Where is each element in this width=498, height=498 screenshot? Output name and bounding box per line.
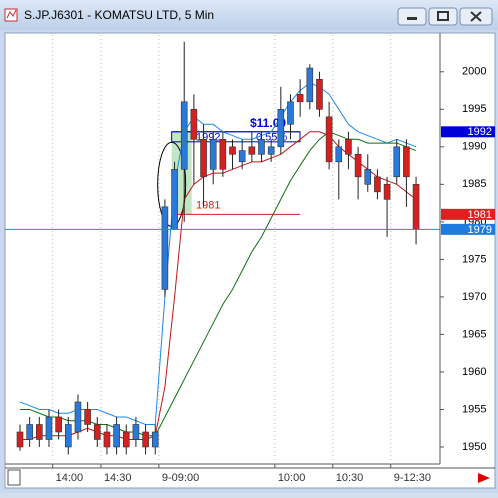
close-icon (470, 11, 482, 22)
candle-body (393, 146, 401, 178)
app-icon (4, 8, 18, 22)
app-icon-line (6, 9, 17, 19)
price-badge-label: 1992 (468, 126, 492, 138)
change-label: $11.00 (250, 116, 286, 130)
y-tick-label: 1970 (462, 291, 486, 303)
y-tick-label: 1955 (462, 403, 486, 415)
candle-body (354, 154, 362, 178)
x-tick-label: 14:30 (104, 472, 132, 484)
y-tick-label: 1965 (462, 328, 486, 340)
candle-body (151, 431, 159, 448)
minimize-icon (407, 17, 417, 20)
y-tick-label: 1950 (462, 441, 486, 453)
candle-body (84, 409, 91, 425)
candle-body (200, 139, 207, 178)
candle-body (190, 108, 198, 140)
candle-body (122, 431, 130, 448)
candle-body (374, 176, 381, 193)
candle-body (412, 184, 420, 230)
candle-body (383, 184, 391, 200)
candle-body (325, 116, 333, 163)
candle-body (93, 424, 101, 440)
candle-body (345, 139, 352, 155)
candle-body (132, 424, 140, 440)
x-tick-label: 14:00 (56, 472, 84, 484)
candle-body (26, 424, 33, 440)
moving-average (20, 131, 417, 440)
y-tick-label: 1985 (462, 178, 486, 190)
high-label: 1992 (196, 132, 220, 144)
candle-body (161, 206, 169, 290)
candle-body (142, 431, 149, 448)
y-tick-label: 1990 (462, 141, 486, 153)
y-tick-label: 1960 (462, 366, 486, 378)
y-tick-label: 1975 (462, 253, 486, 265)
scroll-arrow[interactable] (478, 473, 490, 483)
candle-body (258, 139, 265, 155)
candle-body (55, 416, 62, 433)
maximize-icon (437, 11, 449, 21)
price-badge (441, 223, 495, 235)
candle-body (180, 101, 188, 170)
low-label: 1981 (196, 199, 220, 211)
candle-body (277, 108, 285, 148)
candle-body (296, 93, 304, 103)
price-badge (441, 208, 495, 220)
measure-box (171, 131, 301, 143)
candle-body (16, 431, 24, 448)
window-title: S.JP.J6301 - KOMATSU LTD, 5 Min (24, 8, 214, 22)
x-tick-label: 9-09:00 (162, 472, 199, 484)
price-badge (441, 126, 495, 138)
candle-body (209, 139, 217, 170)
candle-body (364, 169, 372, 185)
candle-body (171, 169, 178, 230)
x-tick-label: 10:30 (336, 472, 364, 484)
price-badge-label: 1981 (468, 209, 492, 221)
candle-body (238, 150, 246, 163)
scroll-box[interactable] (7, 469, 21, 486)
x-tick-label: 9-12:30 (394, 472, 431, 484)
candle-body (306, 67, 314, 103)
maximize-button[interactable] (428, 7, 458, 26)
candle-body (219, 139, 227, 170)
y-tick-label: 1995 (462, 103, 486, 115)
candle-body (74, 401, 82, 433)
candle-body (403, 146, 410, 178)
candle-body (229, 146, 236, 155)
x-tick-label: 10:00 (278, 472, 306, 484)
candle-body (45, 416, 53, 440)
candle-body (65, 424, 72, 448)
candle-body (267, 146, 275, 155)
y-tick-label: 2000 (462, 66, 486, 78)
candle-body (36, 424, 43, 440)
candle-body (316, 78, 323, 110)
candle-body (287, 101, 294, 125)
candle-body (335, 146, 343, 163)
candle-body (113, 424, 120, 448)
candle-body (248, 146, 256, 155)
price-badge-label: 1979 (468, 224, 492, 236)
minimize-button[interactable] (397, 7, 427, 26)
candle-body (103, 431, 111, 448)
